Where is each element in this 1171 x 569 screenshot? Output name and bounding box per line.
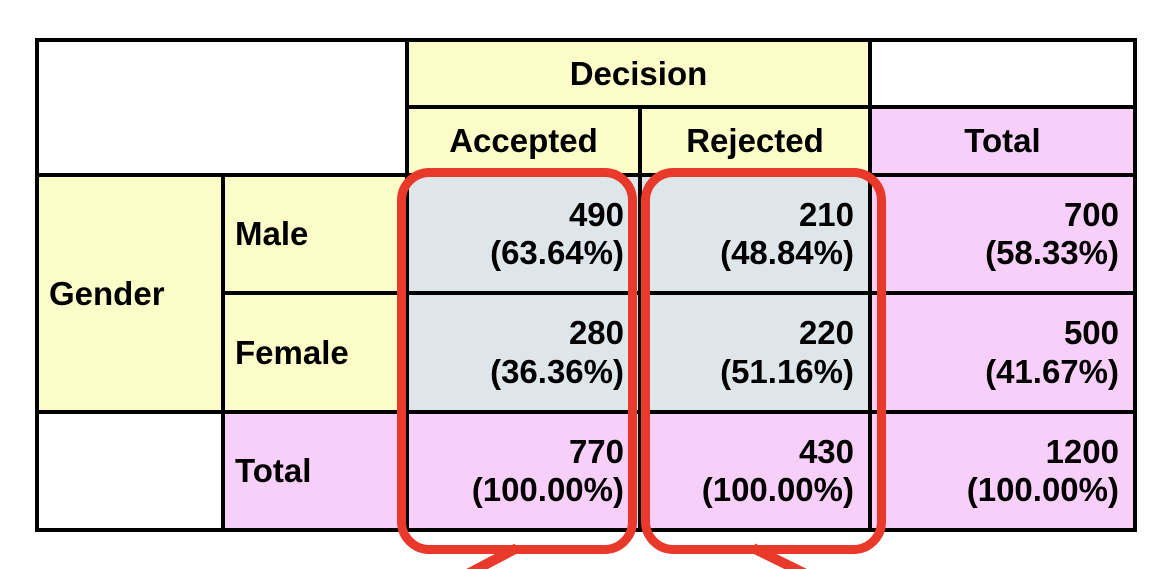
total-row-header: Total bbox=[221, 410, 409, 532]
rejected-callout-tail bbox=[750, 543, 808, 569]
accepted-column-header: Accepted bbox=[405, 105, 642, 177]
rejected-column-header: Rejected bbox=[638, 105, 872, 177]
empty-corner-cell bbox=[35, 38, 409, 177]
cell-total-total: 1200 (100.00%) bbox=[868, 410, 1137, 532]
empty-top-right-cell bbox=[868, 38, 1137, 109]
gender-group-header: Gender bbox=[35, 173, 225, 414]
empty-bottom-left-cell bbox=[35, 410, 225, 532]
total-column-header: Total bbox=[868, 105, 1137, 177]
cell-male-rejected: 210 (48.84%) bbox=[638, 173, 872, 295]
cell-total-accepted: 770 (100.00%) bbox=[405, 410, 642, 532]
accepted-callout-tail bbox=[466, 543, 520, 569]
cell-total-rejected: 430 (100.00%) bbox=[638, 410, 872, 532]
cell-female-total: 500 (41.67%) bbox=[868, 291, 1137, 414]
cell-female-accepted: 280 (36.36%) bbox=[405, 291, 642, 414]
male-row-header: Male bbox=[221, 173, 409, 295]
decision-group-header: Decision bbox=[405, 38, 872, 109]
cell-female-rejected: 220 (51.16%) bbox=[638, 291, 872, 414]
cell-male-total: 700 (58.33%) bbox=[868, 173, 1137, 295]
cell-male-accepted: 490 (63.64%) bbox=[405, 173, 642, 295]
gender-decision-table: Decision Accepted Rejected Total Gender … bbox=[35, 38, 1137, 532]
female-row-header: Female bbox=[221, 291, 409, 414]
